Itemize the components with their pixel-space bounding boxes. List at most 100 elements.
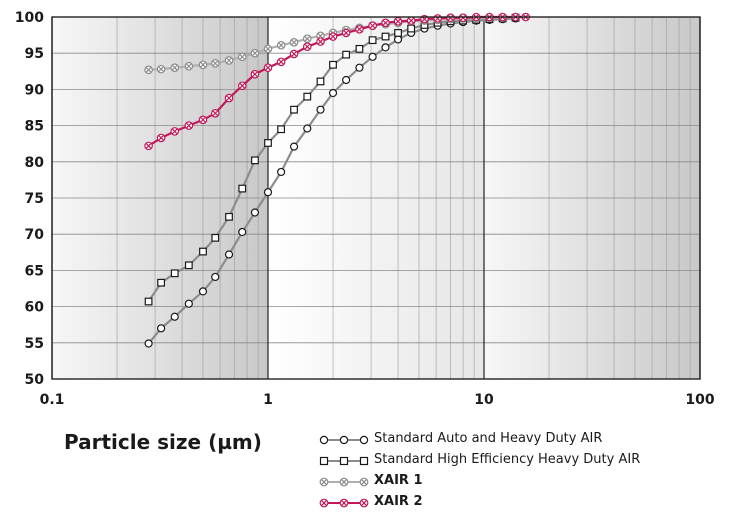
data-point bbox=[355, 63, 364, 72]
y-tick-label: 75 bbox=[25, 191, 44, 207]
data-point bbox=[170, 269, 179, 278]
data-point bbox=[393, 35, 403, 44]
data-point bbox=[144, 65, 153, 75]
data-point bbox=[329, 60, 337, 69]
data-point bbox=[250, 48, 260, 58]
legend-marker-series-4 bbox=[319, 498, 369, 508]
data-point bbox=[224, 93, 234, 103]
data-point bbox=[276, 57, 286, 67]
y-tick-label: 80 bbox=[25, 155, 45, 171]
y-tick-label: 95 bbox=[25, 46, 44, 62]
x-tick-label: 10 bbox=[474, 392, 494, 408]
y-tick-label: 100 bbox=[15, 10, 44, 26]
data-point bbox=[225, 212, 233, 221]
data-point bbox=[264, 139, 272, 147]
data-point bbox=[237, 81, 247, 91]
data-point bbox=[406, 16, 416, 25]
data-point bbox=[328, 32, 338, 41]
data-point bbox=[316, 77, 325, 86]
data-point bbox=[157, 324, 166, 333]
data-point bbox=[277, 125, 286, 134]
data-point bbox=[458, 13, 468, 23]
data-point bbox=[237, 52, 247, 62]
x-tick-label: 100 bbox=[685, 392, 714, 408]
data-point bbox=[210, 108, 220, 118]
y-tick-label: 85 bbox=[25, 119, 44, 135]
data-point bbox=[290, 105, 298, 114]
y-tick-label: 90 bbox=[25, 82, 45, 98]
particle-size-chart: 50 55 60 65 70 75 80 85 90 95 100 0.1 1 10 100 bbox=[15, 10, 715, 408]
data-point bbox=[250, 208, 260, 217]
data-point bbox=[198, 60, 208, 70]
data-point bbox=[302, 34, 312, 44]
legend-marker-series-2 bbox=[319, 456, 369, 466]
data-point bbox=[368, 36, 377, 45]
data-point bbox=[211, 272, 220, 282]
data-point bbox=[144, 339, 153, 348]
data-point bbox=[198, 115, 208, 125]
data-point bbox=[316, 31, 325, 41]
data-point bbox=[251, 156, 259, 165]
data-point bbox=[446, 13, 455, 23]
data-point bbox=[156, 64, 166, 74]
axis-layer bbox=[51, 16, 701, 380]
data-point bbox=[316, 105, 325, 114]
data-point bbox=[342, 50, 351, 59]
data-point bbox=[263, 188, 273, 197]
data-point bbox=[302, 42, 312, 51]
legend-label-series-1: Standard Auto and Heavy Duty AIR bbox=[374, 431, 603, 446]
data-point bbox=[368, 21, 377, 30]
data-point bbox=[224, 250, 234, 259]
y-tick-label: 60 bbox=[25, 300, 45, 316]
data-point bbox=[184, 121, 194, 130]
series-layer bbox=[144, 12, 531, 348]
data-point bbox=[355, 25, 364, 34]
legend-label-series-2: Standard High Efficiency Heavy Duty AIR bbox=[374, 452, 641, 467]
data-point bbox=[199, 247, 207, 256]
data-point bbox=[277, 167, 286, 177]
data-point bbox=[289, 142, 299, 151]
y-tick-label: 70 bbox=[25, 227, 45, 243]
y-tick-label: 50 bbox=[25, 372, 45, 388]
data-point bbox=[289, 38, 299, 47]
data-point bbox=[238, 184, 247, 193]
data-point bbox=[170, 312, 179, 321]
data-point bbox=[393, 17, 403, 26]
data-point bbox=[355, 44, 364, 53]
y-tick-label: 65 bbox=[25, 263, 44, 279]
data-point bbox=[276, 40, 286, 50]
data-point bbox=[170, 127, 180, 136]
data-point bbox=[144, 141, 153, 151]
data-point bbox=[198, 287, 208, 296]
x-tick-label: 0.1 bbox=[40, 392, 65, 408]
legend-label-series-3: XAIR 1 bbox=[374, 473, 423, 488]
data-point bbox=[289, 49, 299, 59]
data-point bbox=[184, 61, 194, 71]
data-point bbox=[211, 233, 220, 242]
data-point bbox=[157, 278, 166, 287]
data-point bbox=[250, 69, 260, 79]
y-tick-label: 55 bbox=[25, 336, 44, 352]
data-point bbox=[381, 32, 390, 41]
data-point bbox=[316, 37, 325, 46]
data-point bbox=[170, 63, 180, 72]
x-axis-label: Particle size (µm) bbox=[64, 430, 262, 454]
legend-marker-series-1 bbox=[319, 435, 369, 445]
data-point bbox=[263, 44, 273, 54]
data-point bbox=[368, 52, 377, 61]
data-point bbox=[303, 124, 312, 133]
data-point bbox=[184, 299, 193, 308]
tick-labels: 50 55 60 65 70 75 80 85 90 95 100 0.1 1 10 100 bbox=[15, 10, 715, 408]
x-tick-label: 1 bbox=[263, 392, 273, 408]
data-point bbox=[394, 29, 402, 37]
legend-marker-series-3 bbox=[319, 477, 369, 487]
data-point bbox=[328, 88, 338, 98]
data-point bbox=[381, 43, 390, 52]
data-point bbox=[156, 133, 166, 143]
data-point bbox=[184, 261, 193, 270]
plot-frame bbox=[51, 16, 701, 380]
data-point bbox=[144, 297, 153, 306]
data-point bbox=[238, 227, 247, 237]
data-point bbox=[433, 14, 442, 23]
data-point bbox=[224, 56, 234, 65]
